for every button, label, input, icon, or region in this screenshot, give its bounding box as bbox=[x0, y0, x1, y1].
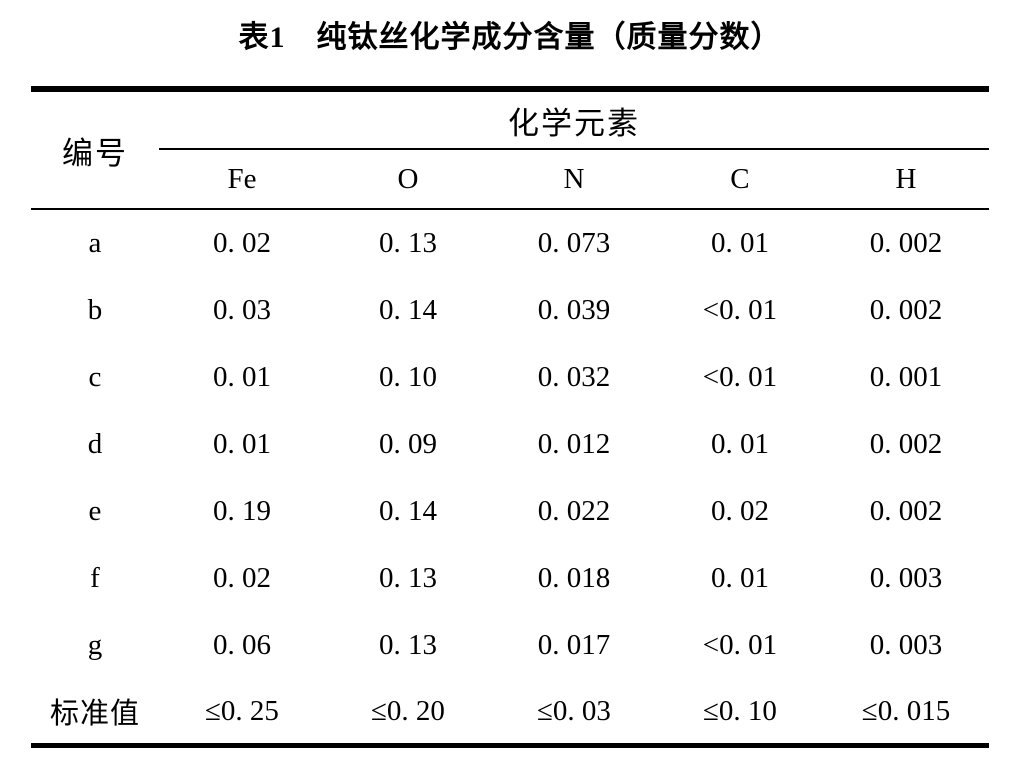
table-cell: 0. 01 bbox=[710, 428, 769, 460]
table-cell: ≤0. 20 bbox=[371, 694, 445, 727]
table-cell: 0. 01 bbox=[710, 227, 769, 259]
row-id: f bbox=[90, 562, 100, 594]
column-header-c: C bbox=[656, 149, 823, 210]
column-header-h: H bbox=[822, 149, 990, 210]
row-id: c bbox=[88, 361, 102, 393]
table-cell: <0. 01 bbox=[702, 294, 778, 326]
table-cell: 0. 032 bbox=[537, 361, 611, 393]
column-header-fe: Fe bbox=[158, 149, 325, 210]
table-row-standard-value: 标准值 ≤0. 25 ≤0. 20 ≤0. 03 ≤0. 10 ≤0. 015 bbox=[31, 679, 989, 746]
row-id: e bbox=[88, 495, 102, 527]
table-row: b 0. 03 0. 14 0. 039 <0. 01 0. 002 bbox=[31, 277, 989, 344]
table-cell: 0. 09 bbox=[378, 428, 437, 460]
table-cell: 0. 039 bbox=[537, 294, 611, 326]
row-id: g bbox=[87, 629, 103, 661]
table-row: a 0. 02 0. 13 0. 073 0. 01 0. 002 bbox=[31, 209, 989, 277]
table-cell: 0. 022 bbox=[537, 495, 611, 527]
table-cell: 0. 003 bbox=[869, 629, 943, 661]
table-cell: 0. 14 bbox=[378, 294, 437, 326]
row-id: d bbox=[87, 428, 103, 460]
table-cell: 0. 13 bbox=[378, 629, 437, 661]
table-cell: 0. 02 bbox=[212, 562, 271, 594]
table-cell: 0. 01 bbox=[710, 562, 769, 594]
table-cell: 0. 03 bbox=[212, 294, 271, 326]
row-id: a bbox=[88, 227, 102, 259]
table-title: 表1 纯钛丝化学成分含量（质量分数） bbox=[238, 21, 782, 54]
table-cell: 0. 018 bbox=[537, 562, 611, 594]
table-cell: 0. 14 bbox=[378, 495, 437, 527]
table-cell: <0. 01 bbox=[702, 629, 778, 661]
row-id: 标准值 bbox=[49, 698, 140, 730]
table-cell: 0. 012 bbox=[537, 428, 611, 460]
table-cell: 0. 001 bbox=[869, 361, 943, 393]
table-cell: ≤0. 03 bbox=[537, 694, 611, 727]
column-group-header-elements: 化学元素 bbox=[158, 89, 990, 150]
table-row: e 0. 19 0. 14 0. 022 0. 02 0. 002 bbox=[31, 478, 989, 545]
table-cell: 0. 06 bbox=[212, 629, 271, 661]
table-cell: 0. 02 bbox=[710, 495, 769, 527]
table-cell: 0. 10 bbox=[378, 361, 437, 393]
table-cell: ≤0. 25 bbox=[205, 694, 279, 727]
table-cell: ≤0. 015 bbox=[861, 694, 951, 727]
table-cell: 0. 002 bbox=[869, 294, 943, 326]
table-cell: 0. 017 bbox=[537, 629, 611, 661]
column-header-id: 编号 bbox=[30, 89, 159, 210]
table-row: f 0. 02 0. 13 0. 018 0. 01 0. 003 bbox=[31, 545, 989, 612]
table-cell: <0. 01 bbox=[702, 361, 778, 393]
table-cell: 0. 002 bbox=[869, 428, 943, 460]
table-cell: 0. 01 bbox=[212, 361, 271, 393]
group-header-row: 编号 化学元素 bbox=[30, 89, 990, 210]
table-cell: 0. 003 bbox=[869, 562, 943, 594]
table-cell: 0. 073 bbox=[537, 227, 611, 259]
table-cell: 0. 02 bbox=[212, 227, 271, 259]
table-row: d 0. 01 0. 09 0. 012 0. 01 0. 002 bbox=[31, 411, 989, 478]
row-id: b bbox=[87, 294, 103, 326]
table-row: c 0. 01 0. 10 0. 032 <0. 01 0. 001 bbox=[31, 344, 989, 411]
table-cell: 0. 01 bbox=[212, 428, 271, 460]
composition-table: 编号 化学元素 Fe O N C H a 0. 02 0. 13 0. 073 … bbox=[30, 86, 990, 748]
element-header-row: Fe O N C H bbox=[31, 149, 990, 210]
table-cell: 0. 002 bbox=[869, 227, 943, 259]
table-cell: 0. 19 bbox=[212, 495, 271, 527]
table-cell: 0. 13 bbox=[378, 562, 437, 594]
column-header-o: O bbox=[324, 149, 491, 210]
table-cell: 0. 13 bbox=[378, 227, 437, 259]
table-cell: ≤0. 10 bbox=[703, 694, 777, 727]
table-row: g 0. 06 0. 13 0. 017 <0. 01 0. 003 bbox=[31, 612, 989, 679]
table-cell: 0. 002 bbox=[869, 495, 943, 527]
column-header-n: N bbox=[490, 149, 657, 210]
